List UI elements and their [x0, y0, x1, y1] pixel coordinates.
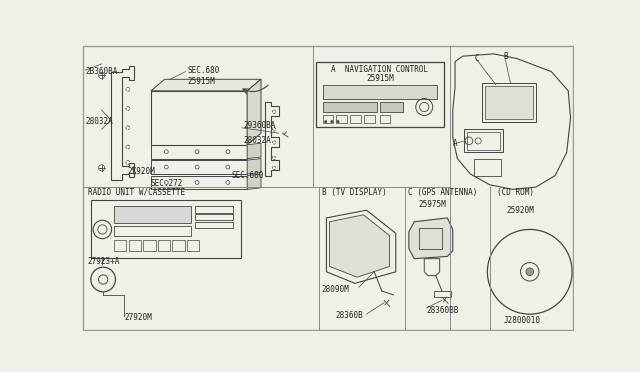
Circle shape	[337, 121, 339, 123]
Bar	[91, 200, 241, 258]
Circle shape	[324, 121, 327, 123]
Bar	[380, 102, 403, 112]
Text: 29360BA: 29360BA	[243, 121, 276, 130]
Text: 28032A: 28032A	[243, 137, 271, 145]
Bar	[151, 176, 247, 189]
Text: 25915M: 25915M	[188, 77, 216, 86]
Text: SEC.272: SEC.272	[151, 179, 183, 188]
Bar	[350, 115, 361, 123]
Text: 27920M: 27920M	[124, 314, 152, 323]
Bar	[114, 206, 191, 223]
Bar	[195, 214, 234, 220]
Polygon shape	[247, 158, 261, 174]
Bar	[364, 115, 375, 123]
Text: C: C	[474, 54, 479, 63]
Bar	[151, 91, 247, 145]
Polygon shape	[330, 215, 390, 277]
Text: 2B360BA: 2B360BA	[86, 67, 118, 76]
Bar	[195, 206, 234, 212]
Bar	[129, 240, 141, 251]
Bar	[464, 129, 503, 153]
Bar	[151, 145, 247, 158]
Bar	[323, 85, 437, 99]
Bar	[323, 102, 376, 112]
Bar	[114, 225, 191, 236]
Text: 25915M: 25915M	[366, 74, 394, 83]
Polygon shape	[247, 174, 261, 189]
Text: (CD ROM): (CD ROM)	[497, 188, 534, 197]
Bar	[337, 115, 348, 123]
Text: 28032A: 28032A	[86, 117, 113, 126]
Text: 25975M: 25975M	[419, 200, 447, 209]
Bar	[323, 115, 333, 123]
Text: 28360BB: 28360BB	[427, 306, 459, 315]
Text: B (TV DISPLAY): B (TV DISPLAY)	[322, 188, 387, 197]
Bar	[482, 83, 536, 122]
Text: 27920M: 27920M	[128, 167, 156, 176]
Bar	[467, 132, 500, 150]
Text: A  NAVIGATION CONTROL: A NAVIGATION CONTROL	[332, 65, 429, 74]
Bar	[485, 86, 533, 119]
Bar	[419, 228, 442, 250]
Bar	[316, 62, 444, 127]
Bar	[435, 291, 451, 297]
Circle shape	[331, 121, 333, 123]
Circle shape	[526, 268, 534, 276]
Bar	[158, 240, 170, 251]
Bar	[195, 222, 234, 228]
Text: B: B	[504, 52, 508, 61]
Polygon shape	[247, 143, 261, 158]
Text: 28360B: 28360B	[336, 311, 364, 320]
Bar	[187, 240, 200, 251]
Polygon shape	[247, 79, 261, 145]
Text: 25920M: 25920M	[507, 206, 534, 215]
Text: C (GPS ANTENNA): C (GPS ANTENNA)	[408, 188, 477, 197]
Bar	[143, 240, 156, 251]
Polygon shape	[151, 79, 261, 91]
Text: 27923+A: 27923+A	[88, 257, 120, 266]
Bar	[172, 240, 185, 251]
Text: SEC.680: SEC.680	[232, 171, 264, 180]
Bar	[380, 115, 390, 123]
Text: J2800010: J2800010	[504, 316, 541, 325]
Bar	[151, 160, 247, 174]
Bar	[474, 158, 501, 176]
Text: A: A	[452, 139, 458, 148]
Polygon shape	[409, 218, 452, 259]
Text: 28090M: 28090M	[322, 285, 349, 294]
Bar	[114, 240, 126, 251]
Text: RADIO UNIT W/CASSETTE: RADIO UNIT W/CASSETTE	[88, 188, 185, 197]
Text: SEC.680: SEC.680	[188, 65, 220, 74]
